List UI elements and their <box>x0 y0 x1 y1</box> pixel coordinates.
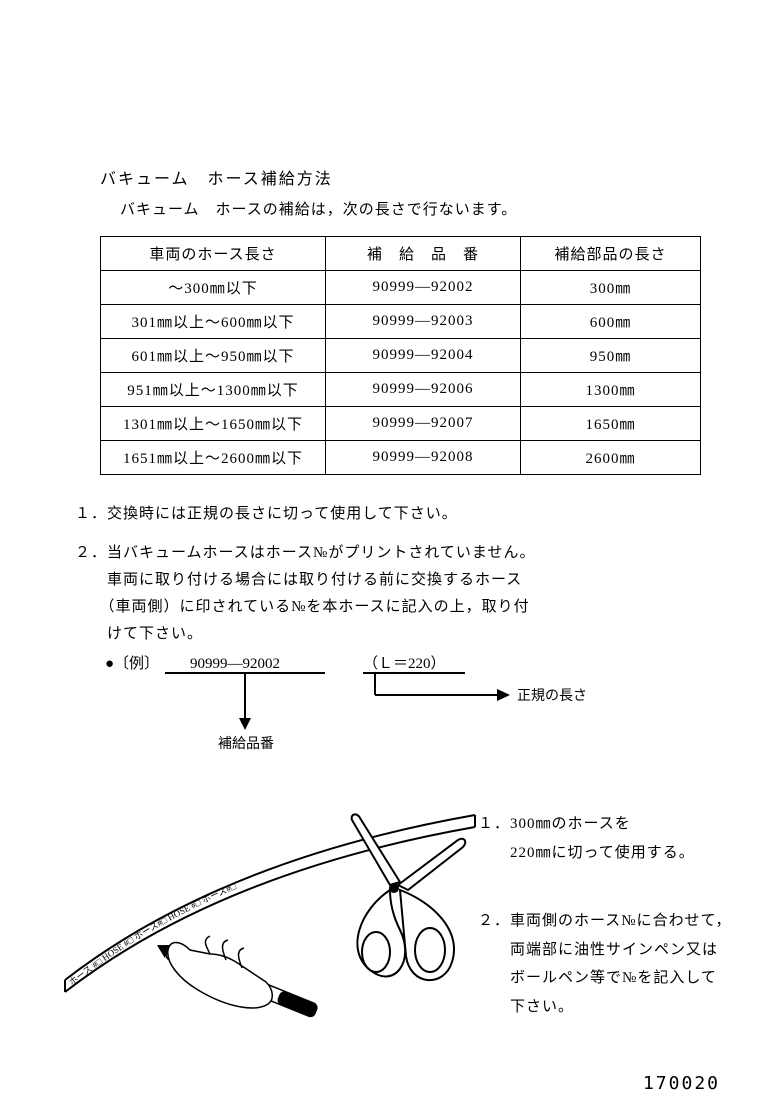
cell-range: 951㎜以上～1300㎜以下 <box>101 373 326 407</box>
side-note-1: １．300㎜のホースを 220㎜に切って使用する。 <box>478 810 738 867</box>
cell-range: 1301㎜以上～1650㎜以下 <box>101 407 326 441</box>
table-header-row: 車両のホース長さ 補 給 品 番 補給部品の長さ <box>101 237 701 271</box>
side-note-1-line: １．300㎜のホースを <box>478 816 631 832</box>
note-2-line: （車両側）に印されている№を本ホースに記入の上，取り付 <box>107 599 530 615</box>
side-note-2-line: ボールペン等で№を記入して <box>510 970 717 986</box>
side-notes: １．300㎜のホースを 220㎜に切って使用する。 ２．車両側のホース№に合わせ… <box>478 810 738 1021</box>
cell-partnum: 90999—92004 <box>326 339 521 373</box>
page-title: バキューム ホース補給方法 <box>100 165 333 189</box>
note-2: ２．当バキュームホースはホース№がプリントされていません。 車両に取り付ける場合… <box>75 540 635 648</box>
side-note-1-line: 220㎜に切って使用する。 <box>510 845 695 861</box>
page: バキューム ホース補給方法 バキューム ホースの補給は，次の長さで行ないます。 … <box>0 0 760 1112</box>
illustration: ホース #□ HOSE #□ ホース#□ HOSE #□ ホース#□ <box>60 790 490 1020</box>
caption-length: 正規の長さ <box>517 688 587 704</box>
cell-partnum: 90999—92006 <box>326 373 521 407</box>
hose-table: 車両のホース長さ 補 給 品 番 補給部品の長さ ～300㎜以下 90999—9… <box>100 236 701 475</box>
table-row: 951㎜以上～1300㎜以下 90999—92006 1300㎜ <box>101 373 701 407</box>
intro-text: バキューム ホースの補給は，次の長さで行ないます。 <box>120 198 517 219</box>
cell-partlen: 1300㎜ <box>521 373 701 407</box>
cell-partnum: 90999—92007 <box>326 407 521 441</box>
example-svg: ●〔例〕 90999—92002 補給品番 （Ｌ＝220） 正規の長さ <box>105 650 625 760</box>
table-row: 601㎜以上～950㎜以下 90999—92004 950㎜ <box>101 339 701 373</box>
example-diagram: ●〔例〕 90999—92002 補給品番 （Ｌ＝220） 正規の長さ <box>105 650 625 765</box>
cell-partlen: 300㎜ <box>521 271 701 305</box>
illustration-svg: ホース #□ HOSE #□ ホース#□ HOSE #□ ホース#□ <box>60 790 490 1020</box>
table-row: 1651㎜以上～2600㎜以下 90999—92008 2600㎜ <box>101 441 701 475</box>
side-note-2-line: 両端部に油性サインペン又は <box>510 942 718 958</box>
cell-partlen: 2600㎜ <box>521 441 701 475</box>
cell-partnum: 90999—92002 <box>326 271 521 305</box>
side-note-2-line: ２．車両側のホース№に合わせて， <box>478 913 732 929</box>
page-number: 170020 <box>643 1073 720 1094</box>
table-row: 1301㎜以上～1650㎜以下 90999—92007 1650㎜ <box>101 407 701 441</box>
example-partnum: 90999—92002 <box>190 656 280 672</box>
cell-partnum: 90999—92008 <box>326 441 521 475</box>
arrowhead-down-icon <box>239 718 251 730</box>
hand-icon <box>168 936 272 1008</box>
caption-partnum: 補給品番 <box>218 736 274 752</box>
example-length: （Ｌ＝220） <box>363 655 446 672</box>
cell-range: 601㎜以上～950㎜以下 <box>101 339 326 373</box>
note-2-line: けて下さい。 <box>107 626 203 642</box>
example-prefix: ●〔例〕 <box>105 655 159 672</box>
side-note-2: ２．車両側のホース№に合わせて， 両端部に油性サインペン又は ボールペン等で№を… <box>478 907 738 1021</box>
col-header-partnum: 補 給 品 番 <box>326 237 521 271</box>
col-header-length: 車両のホース長さ <box>101 237 326 271</box>
note-2-line: ２．当バキュームホースはホース№がプリントされていません。 <box>75 545 535 561</box>
side-note-2-line: 下さい。 <box>510 999 574 1015</box>
cell-partnum: 90999—92003 <box>326 305 521 339</box>
table-row: 301㎜以上～600㎜以下 90999—92003 600㎜ <box>101 305 701 339</box>
arrowhead-right-icon <box>497 689 510 701</box>
note-1: １．交換時には正規の長さに切って使用して下さい。 <box>75 502 458 523</box>
cell-range: ～300㎜以下 <box>101 271 326 305</box>
hose-bottom-edge <box>65 827 475 992</box>
note-2-line: 車両に取り付ける場合には取り付ける前に交換するホース <box>107 572 522 588</box>
cell-range: 1651㎜以上～2600㎜以下 <box>101 441 326 475</box>
cell-partlen: 1650㎜ <box>521 407 701 441</box>
table-row: ～300㎜以下 90999—92002 300㎜ <box>101 271 701 305</box>
col-header-partlen: 補給部品の長さ <box>521 237 701 271</box>
cell-partlen: 600㎜ <box>521 305 701 339</box>
cell-range: 301㎜以上～600㎜以下 <box>101 305 326 339</box>
scissors-icon <box>352 814 466 980</box>
cell-partlen: 950㎜ <box>521 339 701 373</box>
